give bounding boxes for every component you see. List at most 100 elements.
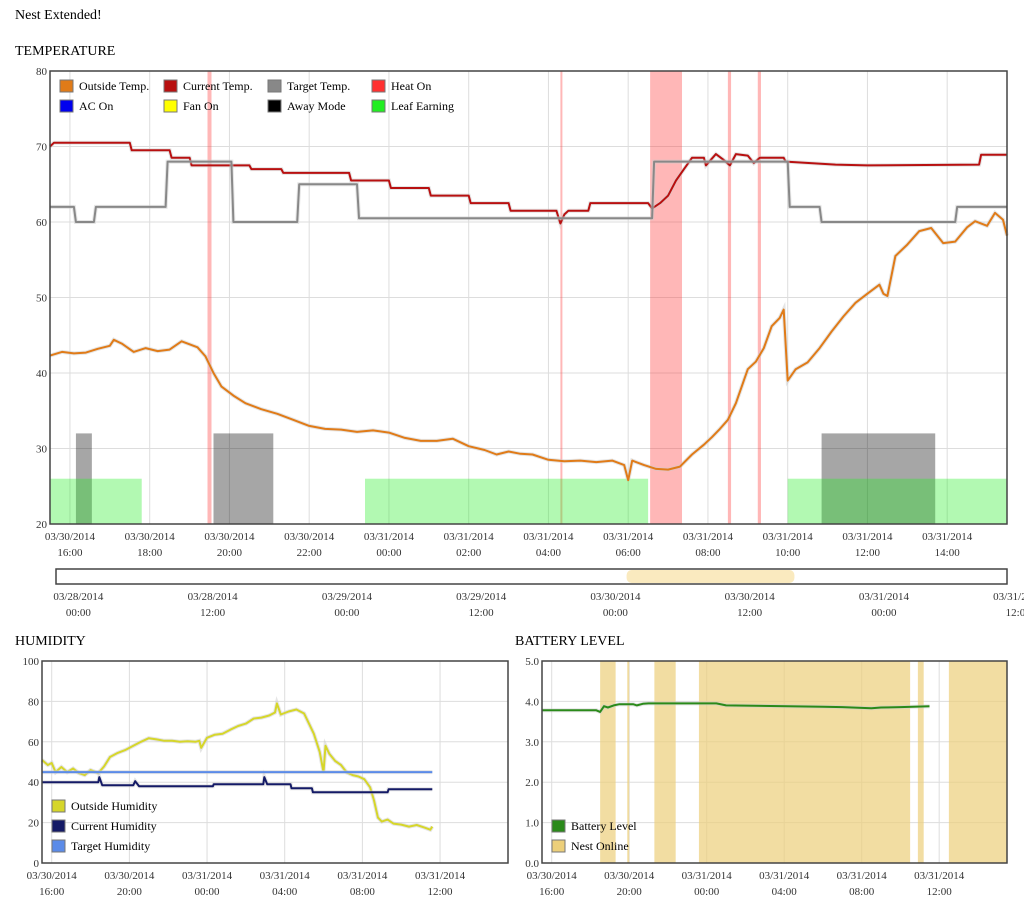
battery-x-tick-time: 04:00 xyxy=(772,886,798,898)
humidity-y-tick-label: 80 xyxy=(28,696,40,708)
navigator-tick-time: 00:00 xyxy=(334,607,360,619)
temperature-y-tick-label: 70 xyxy=(36,142,48,154)
temperature-x-tick-date: 03/30/2014 xyxy=(284,531,335,543)
navigator-tick-time: 12:00 xyxy=(200,607,226,619)
temperature-legend-swatch xyxy=(163,79,178,93)
temperature-x-tick-time: 22:00 xyxy=(297,547,323,559)
app-title: Nest Extended! xyxy=(15,8,102,23)
temperature-legend-label: Target Temp. xyxy=(287,79,350,93)
temperature-x-tick-time: 06:00 xyxy=(616,547,642,559)
temperature-legend-swatch xyxy=(371,79,386,93)
temperature-legend-swatch xyxy=(59,79,74,93)
humidity-x-tick-date: 03/30/2014 xyxy=(104,870,155,882)
battery-legend-swatch xyxy=(551,839,566,853)
navigator-window xyxy=(626,570,795,583)
temperature-y-tick-label: 60 xyxy=(36,217,48,229)
temperature-legend-swatch xyxy=(371,99,386,113)
temperature-band-away-mode xyxy=(821,433,936,524)
navigator-tick-date: 03/28/2014 xyxy=(188,591,239,603)
temperature-legend-label: Heat On xyxy=(391,79,431,93)
temperature-band-leaf-earning xyxy=(787,478,1007,524)
humidity-x-tick-date: 03/30/2014 xyxy=(27,870,78,882)
temperature-legend-swatch xyxy=(267,79,282,93)
battery-band-nest-online xyxy=(948,661,1007,863)
temperature-x-tick-time: 08:00 xyxy=(695,547,721,559)
temperature-band-heat-on xyxy=(207,71,212,524)
navigator-tick-time: 00:00 xyxy=(603,607,629,619)
temperature-band-leaf-earning xyxy=(50,478,142,524)
battery-title: BATTERY LEVEL xyxy=(515,634,625,649)
temperature-legend-swatch xyxy=(163,99,178,113)
humidity-x-tick-time: 12:00 xyxy=(428,886,454,898)
temperature-x-tick-date: 03/31/2014 xyxy=(922,531,973,543)
humidity-title: HUMIDITY xyxy=(15,634,86,649)
humidity-legend-swatch xyxy=(51,819,66,833)
battery-x-tick-time: 08:00 xyxy=(849,886,875,898)
temperature-x-tick-time: 14:00 xyxy=(935,547,961,559)
humidity-y-tick-label: 100 xyxy=(23,656,40,668)
battery-x-tick-time: 00:00 xyxy=(694,886,720,898)
navigator-tick-date: 03/30/2014 xyxy=(725,591,776,603)
battery-x-tick-time: 12:00 xyxy=(927,886,953,898)
temperature-band-heat-on xyxy=(560,71,563,524)
temperature-series-target-temp- xyxy=(50,160,1007,223)
temperature-band-heat-on xyxy=(757,71,761,524)
temperature-legend-swatch xyxy=(59,99,74,113)
humidity-legend-label: Outside Humidity xyxy=(71,799,157,813)
humidity-legend-label: Current Humidity xyxy=(71,819,157,833)
navigator-tick-time: 00:00 xyxy=(66,607,92,619)
temperature-x-tick-date: 03/31/2014 xyxy=(523,531,574,543)
battery-x-tick-date: 03/31/2014 xyxy=(837,870,888,882)
temperature-y-tick-label: 30 xyxy=(36,444,48,456)
temperature-legend-label: Fan On xyxy=(183,99,219,113)
temperature-x-tick-date: 03/31/2014 xyxy=(364,531,415,543)
temperature-x-tick-time: 04:00 xyxy=(536,547,562,559)
humidity-x-tick-time: 08:00 xyxy=(350,886,376,898)
temperature-y-tick-label: 20 xyxy=(36,519,48,531)
temperature-legend-label: Away Mode xyxy=(287,99,346,113)
battery-band-nest-online xyxy=(654,661,676,863)
humidity-frame xyxy=(41,660,509,864)
humidity-y-tick-label: 60 xyxy=(28,737,40,749)
temperature-legend-swatch xyxy=(267,99,282,113)
temperature-y-tick-label: 40 xyxy=(36,368,48,380)
battery-legend-swatch xyxy=(551,819,566,833)
temperature-x-tick-date: 03/31/2014 xyxy=(603,531,654,543)
battery-band-nest-online xyxy=(627,661,630,863)
navigator-tick-date: 03/30/2014 xyxy=(590,591,641,603)
battery-frame xyxy=(541,660,1008,864)
battery-x-tick-date: 03/31/2014 xyxy=(759,870,810,882)
humidity-legend-label: Target Humidity xyxy=(71,839,150,853)
battery-legend-label: Battery Level xyxy=(571,819,637,833)
battery-legend-label: Nest Online xyxy=(571,839,629,853)
temperature-legend-label: AC On xyxy=(79,99,113,113)
navigator-tick-date: 03/31/2014 xyxy=(993,591,1024,603)
navigator-tick-time: 12:00 xyxy=(737,607,763,619)
temperature-x-tick-time: 18:00 xyxy=(137,547,163,559)
temperature-x-tick-time: 12:00 xyxy=(855,547,881,559)
temperature-x-tick-time: 10:00 xyxy=(775,547,801,559)
battery-y-tick-label: 4.0 xyxy=(525,696,539,708)
temperature-band-heat-on xyxy=(650,71,683,524)
navigator-track xyxy=(55,568,1008,585)
humidity-x-tick-time: 00:00 xyxy=(195,886,221,898)
temperature-x-tick-date: 03/30/2014 xyxy=(125,531,176,543)
navigator-tick-time: 12:00 xyxy=(469,607,495,619)
temperature-x-tick-date: 03/31/2014 xyxy=(444,531,495,543)
navigator-tick-date: 03/31/2014 xyxy=(859,591,910,603)
temperature-x-tick-time: 16:00 xyxy=(57,547,83,559)
temperature-x-tick-date: 03/31/2014 xyxy=(842,531,893,543)
battery-y-tick-label: 1.0 xyxy=(525,818,539,830)
humidity-y-tick-label: 0 xyxy=(34,858,40,870)
temperature-series-outside-temp- xyxy=(49,211,1008,482)
temperature-x-tick-time: 20:00 xyxy=(217,547,243,559)
temperature-y-tick-label: 50 xyxy=(36,293,48,305)
temperature-legend-label: Current Temp. xyxy=(183,79,253,93)
battery-x-tick-date: 03/31/2014 xyxy=(682,870,733,882)
humidity-x-tick-date: 03/31/2014 xyxy=(260,870,311,882)
battery-y-tick-label: 0.0 xyxy=(525,858,539,870)
humidity-x-tick-date: 03/31/2014 xyxy=(337,870,388,882)
temperature-x-tick-date: 03/30/2014 xyxy=(45,531,96,543)
humidity-x-tick-time: 16:00 xyxy=(39,886,65,898)
